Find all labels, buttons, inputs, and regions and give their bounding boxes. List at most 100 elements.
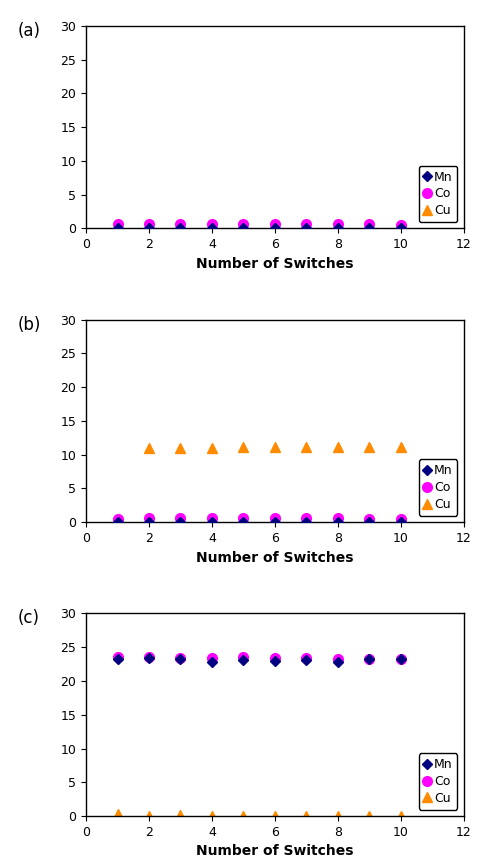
- Mn: [115, 517, 120, 527]
- Cu: [240, 223, 246, 234]
- Cu: [272, 442, 278, 453]
- Co: [366, 654, 372, 664]
- Cu: [304, 811, 309, 821]
- Co: [146, 652, 152, 662]
- Legend: Mn, Co, Cu: Mn, Co, Cu: [419, 460, 457, 516]
- Co: [304, 513, 309, 523]
- Cu: [304, 223, 309, 234]
- Mn: [177, 223, 183, 234]
- Co: [240, 219, 246, 229]
- Co: [398, 654, 403, 664]
- Cu: [272, 223, 278, 234]
- Text: (a): (a): [18, 21, 41, 40]
- Mn: [240, 655, 246, 665]
- Co: [335, 219, 341, 229]
- Mn: [209, 657, 215, 667]
- Co: [304, 219, 309, 229]
- Line: Mn: Mn: [114, 655, 404, 666]
- Co: [240, 513, 246, 523]
- Co: [115, 219, 120, 229]
- Cu: [209, 223, 215, 234]
- Mn: [335, 223, 341, 234]
- Co: [209, 513, 215, 523]
- Cu: [304, 442, 309, 453]
- Cu: [177, 810, 183, 820]
- Mn: [177, 654, 183, 664]
- Legend: Mn, Co, Cu: Mn, Co, Cu: [419, 166, 457, 222]
- Mn: [115, 654, 120, 664]
- Co: [146, 219, 152, 229]
- Co: [177, 653, 183, 663]
- Cu: [146, 223, 152, 234]
- Text: (c): (c): [18, 609, 40, 627]
- Co: [272, 219, 278, 229]
- Co: [209, 219, 215, 229]
- Co: [398, 514, 403, 524]
- Co: [272, 513, 278, 523]
- Cu: [335, 442, 341, 453]
- Line: Co: Co: [113, 219, 406, 229]
- Cu: [240, 811, 246, 821]
- Cu: [398, 811, 403, 821]
- Cu: [335, 811, 341, 821]
- Line: Co: Co: [113, 653, 406, 663]
- Mn: [272, 223, 278, 234]
- Cu: [366, 442, 372, 453]
- Co: [335, 654, 341, 664]
- Mn: [304, 223, 309, 234]
- Mn: [304, 655, 309, 665]
- Mn: [272, 517, 278, 527]
- Co: [240, 652, 246, 662]
- Co: [177, 513, 183, 523]
- Line: Co: Co: [113, 514, 406, 523]
- Mn: [240, 223, 246, 234]
- Cu: [146, 442, 152, 453]
- Mn: [115, 223, 120, 234]
- Cu: [115, 517, 120, 527]
- Cu: [177, 442, 183, 453]
- Line: Mn: Mn: [114, 519, 404, 526]
- Cu: [335, 223, 341, 234]
- Mn: [335, 657, 341, 667]
- Mn: [398, 517, 403, 527]
- Co: [115, 514, 120, 524]
- Mn: [272, 655, 278, 666]
- Cu: [240, 442, 246, 453]
- Co: [209, 653, 215, 663]
- Cu: [209, 811, 215, 821]
- Co: [115, 652, 120, 662]
- Text: (b): (b): [18, 315, 42, 333]
- Co: [398, 220, 403, 230]
- Cu: [366, 223, 372, 234]
- Line: Cu: Cu: [113, 223, 406, 233]
- Cu: [398, 442, 403, 453]
- Co: [146, 513, 152, 523]
- X-axis label: Number of Switches: Number of Switches: [196, 844, 354, 858]
- Line: Cu: Cu: [113, 442, 406, 527]
- Legend: Mn, Co, Cu: Mn, Co, Cu: [419, 753, 457, 810]
- Cu: [272, 811, 278, 821]
- Mn: [304, 517, 309, 527]
- Cu: [146, 811, 152, 821]
- Co: [304, 653, 309, 663]
- Mn: [240, 517, 246, 527]
- X-axis label: Number of Switches: Number of Switches: [196, 551, 354, 564]
- Co: [366, 219, 372, 229]
- Mn: [398, 223, 403, 234]
- Co: [366, 514, 372, 524]
- Co: [272, 653, 278, 663]
- Co: [177, 219, 183, 229]
- Mn: [146, 517, 152, 527]
- Mn: [146, 653, 152, 663]
- Mn: [366, 655, 372, 665]
- Cu: [115, 223, 120, 234]
- Cu: [209, 442, 215, 453]
- Line: Mn: Mn: [114, 224, 404, 232]
- Line: Cu: Cu: [113, 809, 406, 821]
- Cu: [115, 809, 120, 819]
- Mn: [366, 223, 372, 234]
- Mn: [335, 517, 341, 527]
- Co: [335, 513, 341, 523]
- Cu: [177, 223, 183, 234]
- Mn: [366, 517, 372, 527]
